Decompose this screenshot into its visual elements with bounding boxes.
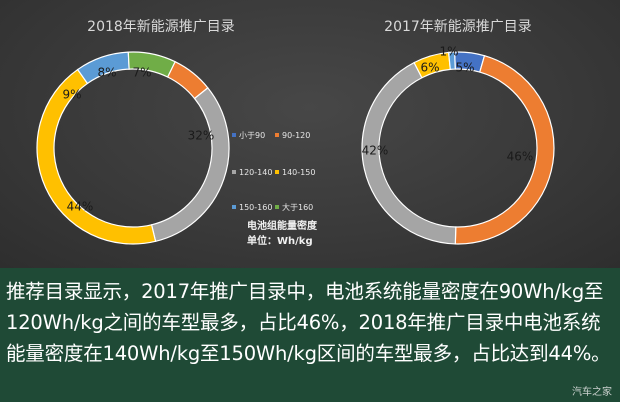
donut-slice-0-3 [36, 68, 157, 245]
legend-swatch-gt160 [275, 205, 279, 209]
chart-title-2018: 2018年新能源推广目录 [87, 19, 235, 35]
summary-text: 推荐目录显示，2017年推广目录中，电池系统能量密度在90Wh/kg至120Wh… [6, 280, 611, 365]
donut-charts: 2018年新能源推广目录 2017年新能源推广目录 7% 32% 44% 9% 8% 5… [36, 19, 555, 247]
slice-label-0-5: 8% [97, 66, 116, 80]
slice-label-1-0: 5% [455, 61, 474, 75]
legend-swatch-140-150 [275, 170, 279, 174]
chart-title-2017: 2017年新能源推广目录 [384, 19, 532, 35]
legend-swatch-120-140 [232, 170, 236, 174]
legend-item-150-160: 150-160 [239, 203, 272, 212]
donut-slice-1-4 [447, 51, 456, 71]
legend-swatch-lt90 [232, 133, 236, 137]
slice-labels-2018: 7% 32% 44% 9% 8% [62, 66, 214, 214]
donut-2018 [36, 51, 230, 245]
watermark: 汽车之家 [572, 387, 612, 398]
donut-slice-1-1 [454, 54, 555, 245]
legend-swatch-90-120 [275, 133, 279, 137]
slice-label-1-1: 46% [507, 150, 534, 164]
slice-label-1-2: 42% [362, 144, 389, 158]
legend-item-140-150: 140-150 [282, 168, 315, 177]
legend-swatch-150-160 [232, 205, 236, 209]
slice-label-1-3: 6% [420, 61, 439, 75]
legend-item-gt160: 大于160 [282, 202, 313, 212]
legend-caption-title: 电池组能量密度 [247, 219, 318, 232]
donut-slice-0-2 [150, 87, 230, 243]
slice-label-0-3: 44% [67, 200, 94, 214]
slice-label-1-4: 1% [439, 45, 458, 59]
legend: 小于90 90-120 120-140 140-150 150-160 大于16… [232, 131, 318, 247]
donut-2017 [361, 51, 555, 245]
slice-labels-2017: 5% 46% 42% 6%1% [362, 45, 534, 164]
slice-label-0-4: 9% [62, 88, 81, 102]
slice-label-0-1: 7% [132, 66, 151, 80]
legend-item-90-120: 90-120 [282, 131, 310, 140]
donut-slice-0-5 [127, 51, 176, 78]
legend-item-120-140: 120-140 [239, 168, 272, 177]
legend-caption-unit: 单位：Wh/kg [247, 234, 313, 247]
slice-label-0-2: 32% [188, 129, 215, 143]
legend-item-lt90: 小于90 [239, 131, 265, 140]
chart-figure: 2018年新能源推广目录 2017年新能源推广目录 7% 32% 44% 9% 8% 5… [0, 0, 620, 268]
